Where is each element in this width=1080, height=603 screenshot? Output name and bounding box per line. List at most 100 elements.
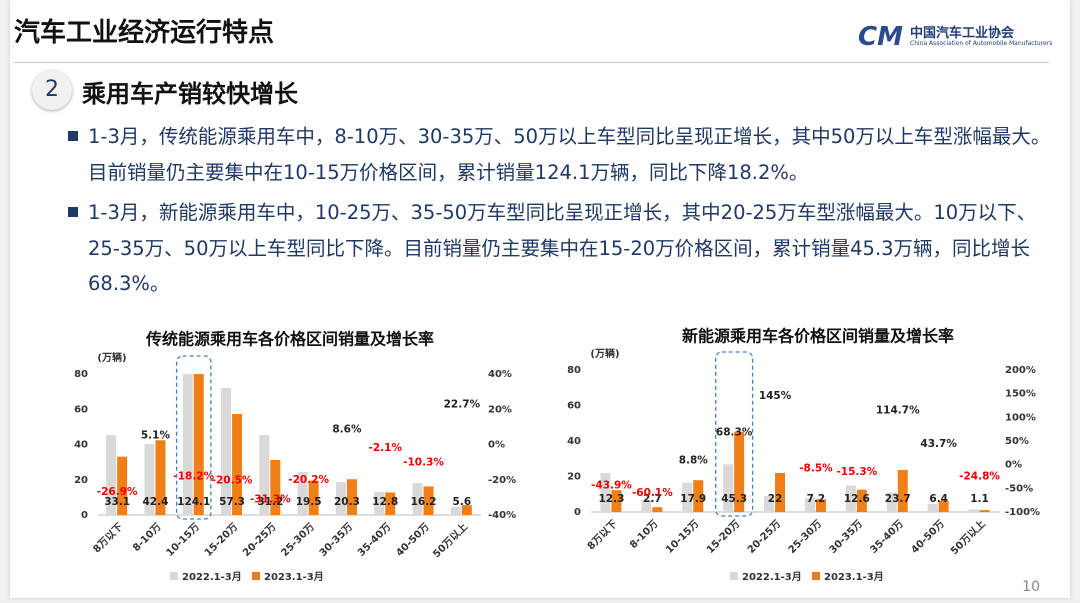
value-label: 16.2 <box>411 496 437 508</box>
x-tick-label: 25-30万 <box>786 518 824 556</box>
y-tick-label: 60 <box>567 401 581 412</box>
y2-tick-label: 50% <box>1005 436 1029 447</box>
bar <box>611 490 622 512</box>
y-tick-label: 40 <box>74 440 88 451</box>
growth-label: -24.8% <box>959 470 1000 482</box>
growth-label: -18.2% <box>173 471 214 483</box>
bar <box>968 509 979 512</box>
y2-tick-label: -50% <box>1005 483 1033 494</box>
y2-tick-label: 40% <box>488 369 512 380</box>
x-tick-label: 35-40万 <box>355 521 393 559</box>
bar <box>259 434 270 515</box>
bar <box>308 480 319 515</box>
growth-label: -10.3% <box>403 457 444 469</box>
y2-tick-label: 20% <box>488 404 512 415</box>
value-label: 42.4 <box>142 496 168 508</box>
y-tick-label: 80 <box>567 365 581 376</box>
logo-mark: CM <box>858 22 903 52</box>
bar <box>450 506 461 515</box>
bar <box>182 374 193 515</box>
y2-tick-label: 150% <box>1005 389 1036 400</box>
x-tick-label: 35-40万 <box>868 518 906 556</box>
value-label: 7.2 <box>807 493 826 505</box>
growth-label: -26.9% <box>97 486 138 498</box>
highlight-box <box>175 355 212 520</box>
x-tick-label: 20-25万 <box>745 518 783 556</box>
x-tick-label: 25-30万 <box>279 521 317 559</box>
growth-label: -15.3% <box>836 466 877 478</box>
x-tick-label: 50万以上 <box>430 520 470 560</box>
value-label: 124.1 <box>177 496 210 508</box>
growth-label: -2.1% <box>369 442 403 454</box>
value-label: 20.3 <box>334 496 360 508</box>
value-label: 31.2 <box>257 496 283 508</box>
bar <box>193 374 204 515</box>
bar <box>886 492 897 512</box>
growth-label: 22.7% <box>444 398 481 410</box>
value-label: 57.3 <box>219 496 245 508</box>
x-tick-label: 40-50万 <box>909 518 947 556</box>
bar <box>374 491 385 515</box>
bar <box>461 505 472 515</box>
growth-label: 5.1% <box>141 430 171 442</box>
value-label: 12.6 <box>844 493 870 505</box>
bar <box>856 489 867 512</box>
legend-label: 2023.1-3月 <box>264 571 324 583</box>
logo-text: 中国汽车工业协会 <box>910 26 1015 41</box>
value-label: 33.1 <box>104 496 130 508</box>
legend-swatch <box>252 572 260 580</box>
bullet: 1-3月，传统能源乘用车中，8-10万、30-35万、50万以上车型同比呈现正增… <box>68 119 1063 190</box>
bar <box>335 482 346 515</box>
legend-swatch <box>170 572 178 580</box>
y2-tick-label: -20% <box>488 475 516 486</box>
bar <box>270 460 281 515</box>
value-label: 23.7 <box>885 493 911 505</box>
y2-tick-label: 0% <box>1005 460 1022 471</box>
growth-label: 8.6% <box>332 423 362 435</box>
bar <box>117 456 128 515</box>
y2-tick-label: 100% <box>1005 412 1036 423</box>
y2-tick-label: 200% <box>1005 365 1036 376</box>
x-tick-label: 40-50万 <box>394 521 432 559</box>
value-label: 17.9 <box>680 493 706 505</box>
bar <box>423 486 434 515</box>
growth-label: 8.8% <box>679 455 709 467</box>
x-tick-label: 10-15万 <box>164 521 202 559</box>
chart-title: 传统能源乘用车各价格区间销量及增长率 <box>145 330 434 349</box>
bar <box>144 443 155 515</box>
bar <box>938 500 949 512</box>
legend-label: 2022.1-3月 <box>742 571 802 583</box>
value-label: 12.3 <box>598 493 624 505</box>
x-tick-label: 8-10万 <box>130 521 163 554</box>
y2-tick-label: -40% <box>488 510 516 521</box>
bar <box>106 435 117 515</box>
bar <box>652 507 663 512</box>
bar <box>804 497 815 512</box>
bar <box>723 464 734 512</box>
bullet: 1-3月，新能源乘用车中，10-25万、35-50万车型同比呈现正增长，其中20… <box>68 195 1063 302</box>
y-tick-label: 0 <box>81 510 88 521</box>
section-title: 乘用车产销较快增长 <box>82 80 298 108</box>
growth-label: -8.5% <box>799 463 833 475</box>
page-number: 10 <box>1022 579 1040 595</box>
y-axis-label: (万辆) <box>97 351 126 364</box>
bar <box>232 414 243 515</box>
value-label: 6.4 <box>929 493 948 505</box>
growth-label: 114.7% <box>876 404 920 416</box>
bar <box>221 387 232 515</box>
bar <box>979 510 990 512</box>
bar <box>693 480 704 512</box>
x-tick-label: 8-10万 <box>627 518 660 551</box>
bar <box>346 479 357 515</box>
bar <box>927 504 938 512</box>
value-label: 5.6 <box>453 496 472 508</box>
logo-english: China Association of Automobile Manufact… <box>910 40 1053 47</box>
bar <box>155 440 166 515</box>
y-tick-label: 60 <box>74 404 88 415</box>
slide-title: 汽车工业经济运行特点 <box>14 18 275 48</box>
growth-label: -43.9% <box>591 479 632 491</box>
y-axis-label: (万辆) <box>590 347 619 360</box>
growth-label: -60.1% <box>632 487 673 499</box>
y-tick-label: 20 <box>74 475 88 486</box>
